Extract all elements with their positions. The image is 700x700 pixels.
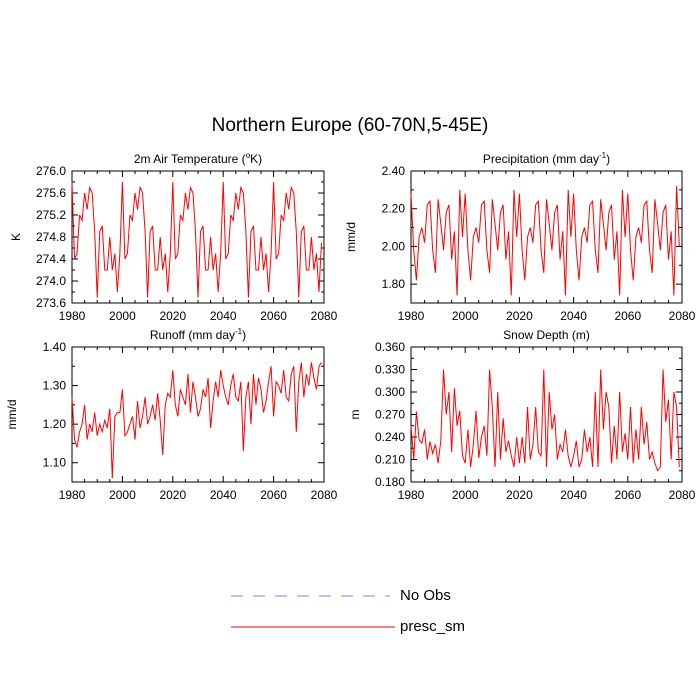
panel-4-ytick-label: 0.270 <box>375 408 405 422</box>
panel-2-xtick-label: 1980 <box>398 309 425 323</box>
panel-1-series-line <box>71 181 322 298</box>
panel-4-ytick-label: 0.330 <box>375 363 405 377</box>
panel-2-xtick-label: 2040 <box>560 309 587 323</box>
legend-no-obs-label: No Obs <box>400 587 451 604</box>
panel-4-ytick-label: 0.180 <box>375 475 405 489</box>
panel-4-ylabel: m <box>348 410 362 420</box>
panel-2-series-line <box>410 186 680 296</box>
panel-3-xtick-label: 2060 <box>260 488 287 502</box>
panel-3-xtick-label: 1980 <box>59 488 86 502</box>
panel-3-ytick-label: 1.40 <box>43 340 67 354</box>
panel-3-xtick-label: 2080 <box>311 488 338 502</box>
panel-2-ytick-label: 2.00 <box>382 239 406 253</box>
panel-4-ytick-label: 0.240 <box>375 430 405 444</box>
panel-2-xtick-label: 2020 <box>506 309 533 323</box>
panel-1-xtick-label: 2020 <box>159 309 186 323</box>
panel-4-xtick-label: 2000 <box>452 488 479 502</box>
panel-3-series-line <box>71 362 322 479</box>
legend-presc-sm-label: presc_sm <box>400 618 466 635</box>
panel-3-xtick-label: 2000 <box>109 488 136 502</box>
panel-1-ytick-label: 274.0 <box>36 274 66 288</box>
panel-1-ytick-label: 275.6 <box>36 186 66 200</box>
panel-3-ylabel: mm/d <box>5 400 19 430</box>
panel-3-ytick-label: 1.30 <box>43 379 67 393</box>
panel-3-ytick-label: 1.10 <box>43 456 67 470</box>
panel-4-title: Snow Depth (m) <box>503 328 590 342</box>
panel-2-ytick-label: 1.80 <box>382 277 406 291</box>
panel-2-title: Precipitation (mm day-1) <box>483 151 610 166</box>
main-title: Northern Europe (60-70N,5-45E) <box>211 115 489 136</box>
panel-4-xtick-label: 2020 <box>506 488 533 502</box>
panel-4-ytick-label: 0.210 <box>375 453 405 467</box>
panel-4-ytick-label: 0.300 <box>375 385 405 399</box>
panel-1-xtick-label: 2000 <box>109 309 136 323</box>
panel-1-ytick-label: 275.2 <box>36 208 66 222</box>
panel-2-ytick-label: 2.40 <box>382 164 406 178</box>
panel-4-xtick-label: 2060 <box>614 488 641 502</box>
panel-1-xtick-label: 1980 <box>59 309 86 323</box>
panel-2-xtick-label: 2060 <box>614 309 641 323</box>
panel-2-xtick-label: 2000 <box>452 309 479 323</box>
panel-1-title: 2m Air Temperature (oK) <box>134 151 262 166</box>
panel-4-series-line <box>410 369 680 472</box>
panel-1-ytick-label: 273.6 <box>36 296 66 310</box>
panel-2-xtick-label: 2080 <box>669 309 696 323</box>
panel-4-xtick-label: 1980 <box>398 488 425 502</box>
panel-4-ytick-label: 0.360 <box>375 340 405 354</box>
panel-3-ytick-label: 1.20 <box>43 417 67 431</box>
panel-1-xtick-label: 2060 <box>260 309 287 323</box>
panel-3-xtick-label: 2040 <box>210 488 237 502</box>
panel-1-ylabel: K <box>9 233 23 241</box>
panel-1-xtick-label: 2040 <box>210 309 237 323</box>
panel-4-xtick-label: 2080 <box>669 488 696 502</box>
panel-1-xtick-label: 2080 <box>311 309 338 323</box>
panel-2-ylabel: mm/d <box>344 222 358 252</box>
panel-3-title: Runoff (mm day-1) <box>150 327 246 342</box>
panel-4-xtick-label: 2040 <box>560 488 587 502</box>
panel-3-xtick-label: 2020 <box>159 488 186 502</box>
panel-1-ytick-label: 274.4 <box>36 252 66 266</box>
panel-1-ytick-label: 276.0 <box>36 164 66 178</box>
panel-2-ytick-label: 2.20 <box>382 202 406 216</box>
panel-1-ytick-label: 274.8 <box>36 230 66 244</box>
